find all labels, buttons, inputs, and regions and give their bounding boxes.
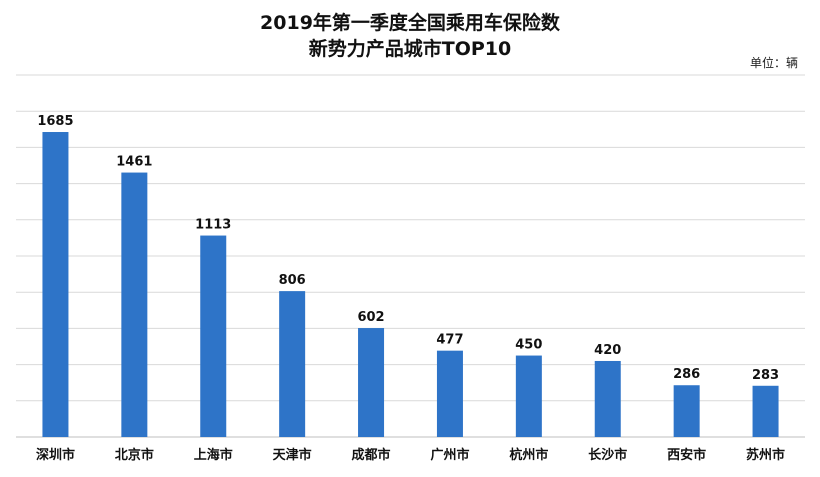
data-label: 1685	[37, 114, 73, 129]
x-tick-label: 天津市	[273, 447, 312, 463]
x-tick-label: 北京市	[115, 447, 154, 463]
bar	[200, 235, 227, 437]
chart-title-line-1: 2019年第一季度全国乘用车保险数	[260, 12, 560, 34]
chart-title-line-2: 新势力产品城市TOP10	[308, 38, 512, 60]
x-tick-label: 广州市	[430, 447, 469, 463]
x-tick-label: 杭州市	[509, 447, 548, 463]
data-label: 283	[752, 368, 779, 383]
x-tick-label: 深圳市	[36, 447, 75, 463]
data-label: 420	[594, 343, 621, 358]
bar	[515, 355, 542, 437]
data-label: 477	[436, 333, 463, 348]
bar	[121, 172, 148, 437]
bar	[752, 385, 779, 437]
x-tick-label: 上海市	[194, 447, 233, 463]
data-label: 1113	[195, 218, 231, 233]
bar	[673, 385, 700, 437]
bar	[594, 360, 621, 437]
data-label: 602	[357, 310, 384, 325]
bar	[436, 350, 463, 437]
x-tick-label: 苏州市	[746, 447, 785, 463]
data-label: 450	[515, 338, 542, 353]
bar	[358, 328, 385, 437]
bar	[42, 132, 69, 437]
unit-label: 单位：辆	[749, 56, 798, 70]
data-label: 286	[673, 367, 700, 382]
x-tick-label: 西安市	[667, 447, 706, 463]
x-tick-label: 长沙市	[588, 447, 627, 463]
x-tick-label: 成都市	[352, 447, 391, 463]
data-label: 806	[279, 273, 306, 288]
data-label: 1461	[116, 155, 152, 170]
bar	[279, 291, 306, 437]
